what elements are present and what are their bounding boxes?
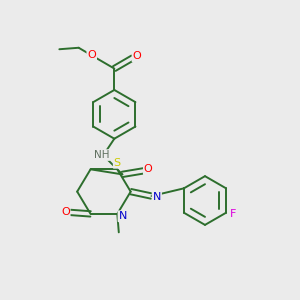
Text: N: N — [118, 211, 127, 221]
Text: O: O — [144, 164, 153, 174]
Text: O: O — [61, 207, 70, 218]
Text: O: O — [133, 51, 141, 62]
Text: NH: NH — [94, 150, 109, 160]
Text: N: N — [153, 192, 161, 202]
Text: F: F — [230, 209, 236, 219]
Text: O: O — [87, 50, 96, 61]
Text: S: S — [114, 158, 121, 168]
